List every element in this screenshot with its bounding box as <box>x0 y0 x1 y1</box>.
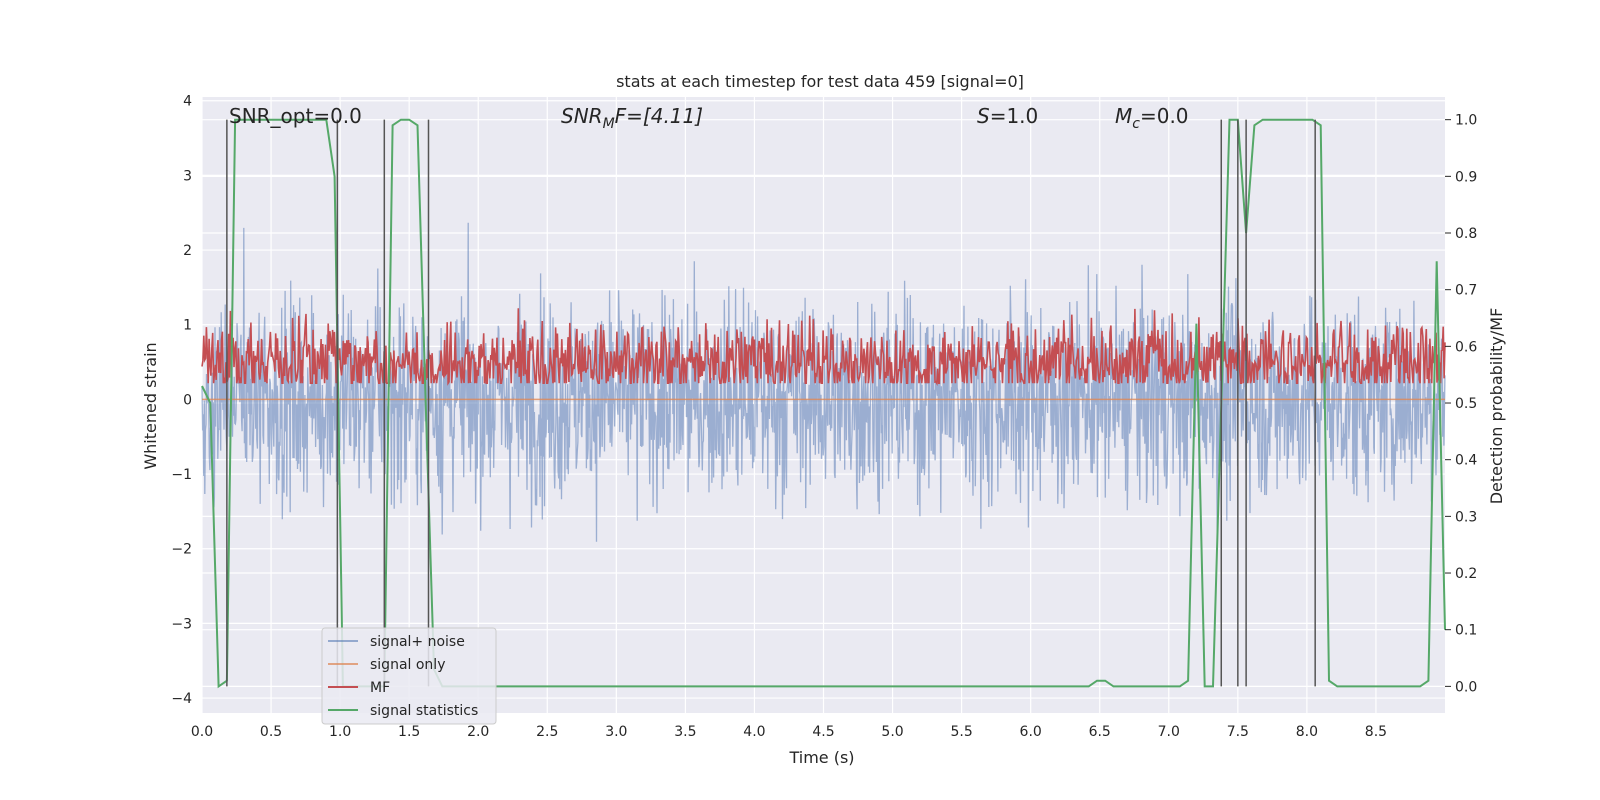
vertical-marker-layer <box>226 119 1316 687</box>
y-left-tick-label: 2 <box>183 243 192 259</box>
y-left-tick-label: −4 <box>171 691 192 707</box>
x-tick-label: 8.5 <box>1365 724 1387 740</box>
y-right-tick-label: 0.6 <box>1455 339 1477 355</box>
y-right-tick-label: 1.0 <box>1455 113 1477 129</box>
x-tick-label: 0.0 <box>191 724 213 740</box>
x-axis-label: Time (s) <box>788 748 854 767</box>
legend-label-signal-statistics: signal statistics <box>370 703 478 719</box>
annotation-s-italic: S <box>977 104 990 128</box>
chart-title: stats at each timestep for test data 459… <box>616 72 1024 91</box>
y-right-tick-label: 0.9 <box>1455 169 1477 185</box>
legend-label-signal-only: signal only <box>370 657 445 673</box>
x-tick-label: 2.5 <box>536 724 558 740</box>
y-right-tick-label: 0.4 <box>1455 453 1477 469</box>
annotation-mc: Mc=0.0 <box>1115 104 1189 132</box>
legend-box <box>321 627 497 725</box>
series-signal-statistics-line <box>201 118 1446 689</box>
annotation-snr-opt: SNR_opt=0.0 <box>229 104 362 128</box>
annotation-mc-main: M <box>1115 104 1132 128</box>
y-axis-label-left: Whitened strain <box>141 342 160 469</box>
x-tick-label: 0.5 <box>260 724 282 740</box>
y-left-tick-label: −3 <box>171 616 192 632</box>
x-tick-label: 2.0 <box>467 724 489 740</box>
y-right-tick-label: 0.2 <box>1455 566 1477 582</box>
y-right-tick-label: 0.1 <box>1455 623 1477 639</box>
y-right-tick-label: 0.3 <box>1455 509 1477 525</box>
x-tick-label: 7.0 <box>1158 724 1180 740</box>
y-axis-label-right: Detection probability/MF <box>1487 308 1506 505</box>
x-tick-label: 4.0 <box>743 724 765 740</box>
annotation-s: S=1.0 <box>977 104 1038 128</box>
legend-label-mf: MF <box>370 680 390 696</box>
annotation-snr-mf-main: SNR <box>561 104 603 128</box>
x-tick-label: 5.0 <box>881 724 903 740</box>
annotation-snr-mf-sub: M <box>603 116 615 132</box>
annotation-s-rest: =1.0 <box>990 104 1039 128</box>
x-tick-label: 6.0 <box>1020 724 1042 740</box>
x-tick-label: 8.0 <box>1296 724 1318 740</box>
annotation-mc-rest: =0.0 <box>1140 104 1189 128</box>
x-tick-label: 4.5 <box>812 724 834 740</box>
y-right-tick-label: 0.7 <box>1455 283 1477 299</box>
y-left-tick-label: −2 <box>171 542 192 558</box>
legend-label-signal-noise: signal+ noise <box>370 634 465 650</box>
x-tick-label: 6.5 <box>1089 724 1111 740</box>
x-tick-label: 1.0 <box>329 724 351 740</box>
y-right-tick-label: 0.5 <box>1455 396 1477 412</box>
x-tick-label: 7.5 <box>1227 724 1249 740</box>
annotation-snr-mf-rest: F=[4.11] <box>615 104 703 128</box>
y-left-tick-label: −1 <box>171 467 192 483</box>
annotation-mc-sub: c <box>1132 116 1140 132</box>
x-tick-label: 3.0 <box>605 724 627 740</box>
y-right-tick-label: 0.0 <box>1455 679 1477 695</box>
y-left-tick-label: 4 <box>183 94 192 110</box>
x-tick-label: 3.5 <box>674 724 696 740</box>
legend: signal+ noise signal only MF signal stat… <box>321 627 497 725</box>
y-right-tick-label: 0.8 <box>1455 226 1477 242</box>
y-left-tick-label: 3 <box>183 168 192 184</box>
x-tick-label: 1.5 <box>398 724 420 740</box>
tick-layer: 0.0 0.5 1.0 1.5 2.0 2.5 3.0 3.5 4.0 4.5 5.0 5.5 6.0 6… <box>171 94 1477 740</box>
y-left-tick-label: 0 <box>183 392 192 408</box>
y-left-tick-label: 1 <box>183 318 192 334</box>
x-tick-label: 5.5 <box>950 724 972 740</box>
annotation-snr-mf: SNRMF=[4.11] <box>561 104 703 132</box>
